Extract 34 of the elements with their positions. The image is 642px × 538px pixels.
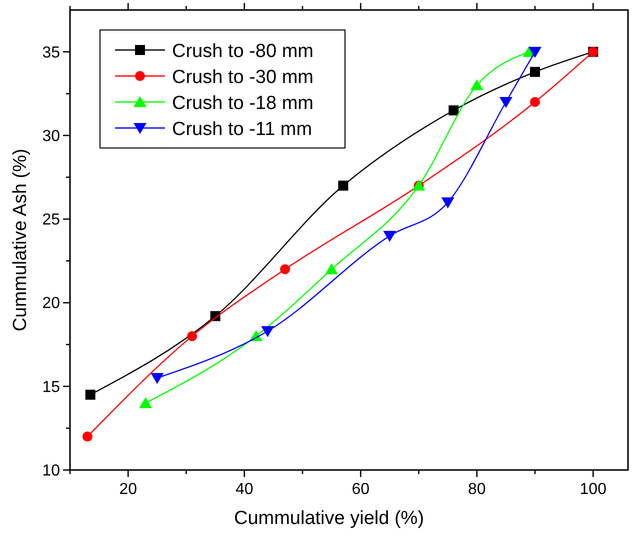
point (338, 180, 348, 191)
x-tick-label: 40 (235, 481, 254, 498)
y-tick-label: 15 (42, 378, 60, 396)
legend-label: Crush to -80 mm (172, 41, 314, 62)
point (448, 105, 459, 116)
x-tick-label: 100 (580, 481, 607, 498)
x-axis-title: Cummulative yield (%) (234, 508, 424, 529)
point (530, 97, 540, 107)
point (187, 331, 198, 342)
x-tick-label: 80 (468, 481, 486, 498)
legend-label: Crush to -18 mm (172, 93, 314, 114)
point (470, 79, 484, 90)
x-tick-label: 20 (119, 481, 138, 498)
y-tick-label: 35 (42, 44, 60, 62)
y-axis-title: Cummulative Ash (%) (10, 148, 31, 332)
point (441, 197, 454, 208)
y-tick-label: 20 (42, 295, 60, 312)
legend-label: Crush to -11 mm (172, 119, 312, 140)
point (139, 397, 152, 408)
point (150, 373, 164, 384)
point (528, 46, 542, 58)
y-tick-label: 10 (42, 462, 60, 480)
x-tick-label: 60 (352, 481, 370, 498)
y-tick-label: 25 (42, 212, 60, 229)
point (82, 432, 92, 442)
y-tick-label: 30 (42, 128, 60, 145)
point (325, 263, 338, 274)
point (85, 390, 96, 400)
point (261, 326, 274, 338)
point (383, 230, 396, 242)
point (280, 264, 290, 274)
point (530, 66, 540, 77)
point (499, 97, 512, 108)
legend-label: Crush to -30 mm (172, 67, 314, 88)
